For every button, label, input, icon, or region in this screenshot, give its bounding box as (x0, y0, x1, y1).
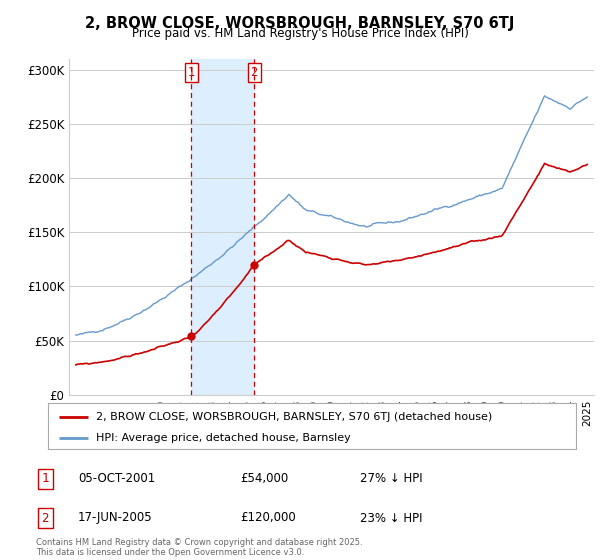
Text: 23% ↓ HPI: 23% ↓ HPI (360, 511, 422, 525)
Text: 17-JUN-2005: 17-JUN-2005 (78, 511, 152, 525)
Text: Price paid vs. HM Land Registry's House Price Index (HPI): Price paid vs. HM Land Registry's House … (131, 27, 469, 40)
Text: £54,000: £54,000 (240, 472, 288, 486)
Bar (191, 59, 254, 395)
Text: 27% ↓ HPI: 27% ↓ HPI (360, 472, 422, 486)
Text: 2: 2 (251, 66, 257, 79)
Text: 2, BROW CLOSE, WORSBROUGH, BARNSLEY, S70 6TJ (detached house): 2, BROW CLOSE, WORSBROUGH, BARNSLEY, S70… (95, 412, 492, 422)
Text: 2, BROW CLOSE, WORSBROUGH, BARNSLEY, S70 6TJ: 2, BROW CLOSE, WORSBROUGH, BARNSLEY, S70… (85, 16, 515, 31)
Text: £120,000: £120,000 (240, 511, 296, 525)
Text: HPI: Average price, detached house, Barnsley: HPI: Average price, detached house, Barn… (95, 433, 350, 442)
Text: 1: 1 (41, 472, 49, 486)
Text: Contains HM Land Registry data © Crown copyright and database right 2025.
This d: Contains HM Land Registry data © Crown c… (36, 538, 362, 557)
Text: 05-OCT-2001: 05-OCT-2001 (78, 472, 155, 486)
Text: 1: 1 (187, 66, 194, 79)
Text: 2: 2 (41, 511, 49, 525)
